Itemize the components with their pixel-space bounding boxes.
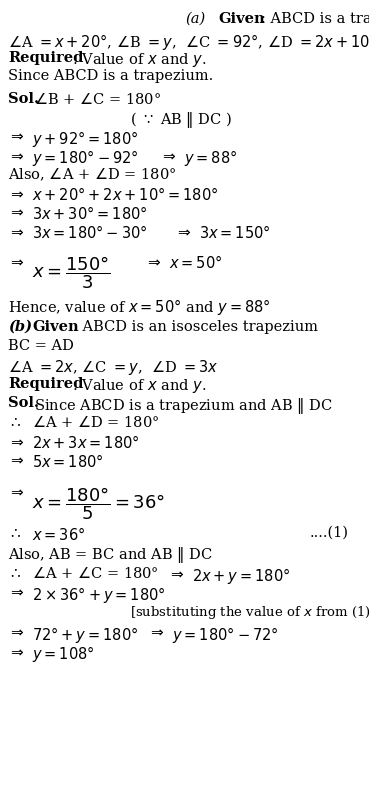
Text: $5x = 180°$: $5x = 180°$ xyxy=(32,453,104,470)
Text: $x+20°+2x+10°= 180°$: $x+20°+2x+10°= 180°$ xyxy=(32,186,218,203)
Text: Hence, value of $x = 50°$ and $y = 88°$: Hence, value of $x = 50°$ and $y = 88°$ xyxy=(8,297,270,317)
Text: $72°+y=180°$: $72°+y=180°$ xyxy=(32,625,138,645)
Text: $\Rightarrow$: $\Rightarrow$ xyxy=(148,625,165,639)
Text: $\Rightarrow$: $\Rightarrow$ xyxy=(145,254,162,268)
Text: $\angle$A $=x+20°$, $\angle$B $=y$,  $\angle$C $= 92°$, $\angle$D $= 2x+10°$: $\angle$A $=x+20°$, $\angle$B $=y$, $\an… xyxy=(8,32,369,52)
Text: $2 \times 36°+y= 180°$: $2 \times 36°+y= 180°$ xyxy=(32,585,166,605)
Text: $x = 36°$: $x = 36°$ xyxy=(32,526,86,543)
Text: Also, $\angle$A + $\angle$D = 180°: Also, $\angle$A + $\angle$D = 180° xyxy=(8,167,176,183)
Text: [substituting the value of $x$ from (1)]: [substituting the value of $x$ from (1)] xyxy=(130,604,369,621)
Text: Sol.: Sol. xyxy=(8,396,39,410)
Text: $\Rightarrow$: $\Rightarrow$ xyxy=(8,625,25,639)
Text: $\Rightarrow$: $\Rightarrow$ xyxy=(8,453,25,467)
Text: $\Rightarrow$: $\Rightarrow$ xyxy=(8,585,25,599)
Text: Given: Given xyxy=(218,12,265,26)
Text: BC = AD: BC = AD xyxy=(8,339,74,353)
Text: $3x+30°= 180°$: $3x+30°= 180°$ xyxy=(32,205,148,222)
Text: $\therefore$: $\therefore$ xyxy=(8,526,22,540)
Text: $x = \dfrac{150°}{3}$: $x = \dfrac{150°}{3}$ xyxy=(32,254,111,291)
Text: $x = \dfrac{180°}{5} = 36°$: $x = \dfrac{180°}{5} = 36°$ xyxy=(32,485,165,522)
Text: $2x+y=180°$: $2x+y=180°$ xyxy=(192,566,290,586)
Text: $y = 108°$: $y = 108°$ xyxy=(32,644,95,664)
Text: $\Rightarrow$: $\Rightarrow$ xyxy=(8,205,25,219)
Text: Given: Given xyxy=(32,320,79,334)
Text: ( $\because$ AB $\|$ DC ): ( $\because$ AB $\|$ DC ) xyxy=(130,110,232,130)
Text: $\Rightarrow$: $\Rightarrow$ xyxy=(8,254,25,268)
Text: $3x = 180°-30°$: $3x = 180°-30°$ xyxy=(32,224,148,241)
Text: $\Rightarrow$: $\Rightarrow$ xyxy=(168,566,185,580)
Text: $\Rightarrow$: $\Rightarrow$ xyxy=(8,434,25,448)
Text: Required: Required xyxy=(8,377,83,391)
Text: $\Rightarrow$: $\Rightarrow$ xyxy=(8,186,25,200)
Text: Since ABCD is a trapezium.: Since ABCD is a trapezium. xyxy=(8,69,213,83)
Text: $\Rightarrow$: $\Rightarrow$ xyxy=(8,129,25,143)
Text: $\Rightarrow$: $\Rightarrow$ xyxy=(8,148,25,162)
Text: $y = 88°$: $y = 88°$ xyxy=(184,148,238,168)
Text: $x = 50°$: $x = 50°$ xyxy=(169,254,223,271)
Text: Required: Required xyxy=(8,51,83,65)
Text: : ABCD is a trapezium: : ABCD is a trapezium xyxy=(261,12,369,26)
Text: ....(1): ....(1) xyxy=(310,526,349,540)
Text: : Value of $x$ and $y$.: : Value of $x$ and $y$. xyxy=(72,377,207,395)
Text: $\angle$A $= 2x$, $\angle$C $= y$,  $\angle$D $= 3x$: $\angle$A $= 2x$, $\angle$C $= y$, $\ang… xyxy=(8,358,218,377)
Text: $y=180°-72°$: $y=180°-72°$ xyxy=(172,625,279,645)
Text: Also, AB = BC and AB $\|$ DC: Also, AB = BC and AB $\|$ DC xyxy=(8,545,213,565)
Text: $\Rightarrow$: $\Rightarrow$ xyxy=(175,224,192,238)
Text: $\angle$A + $\angle$D = 180°: $\angle$A + $\angle$D = 180° xyxy=(32,415,159,430)
Text: $\Rightarrow$: $\Rightarrow$ xyxy=(8,224,25,238)
Text: (a): (a) xyxy=(185,12,205,26)
Text: $\Rightarrow$: $\Rightarrow$ xyxy=(8,644,25,658)
Text: $\angle$B + $\angle$C = 180°: $\angle$B + $\angle$C = 180° xyxy=(34,92,161,107)
Text: (b): (b) xyxy=(8,320,32,334)
Text: $3x = 150°$: $3x = 150°$ xyxy=(199,224,271,241)
Text: $\angle$A + $\angle$C = 180°: $\angle$A + $\angle$C = 180° xyxy=(32,566,159,581)
Text: $\therefore$: $\therefore$ xyxy=(8,415,22,429)
Text: $y = 180°-92°$: $y = 180°-92°$ xyxy=(32,148,138,168)
Text: $\therefore$: $\therefore$ xyxy=(8,566,22,580)
Text: Since ABCD is a trapezium and AB $\|$ DC: Since ABCD is a trapezium and AB $\|$ DC xyxy=(34,396,333,416)
Text: $y+92°= 180°$: $y+92°= 180°$ xyxy=(32,129,138,149)
Text: $2x+3x = 180°$: $2x+3x = 180°$ xyxy=(32,434,139,451)
Text: : Value of $x$ and $y$.: : Value of $x$ and $y$. xyxy=(72,51,207,69)
Text: Sol.: Sol. xyxy=(8,92,39,106)
Text: : ABCD is an isosceles trapezium: : ABCD is an isosceles trapezium xyxy=(73,320,318,334)
Text: $\Rightarrow$: $\Rightarrow$ xyxy=(160,148,177,162)
Text: $\Rightarrow$: $\Rightarrow$ xyxy=(8,485,25,499)
